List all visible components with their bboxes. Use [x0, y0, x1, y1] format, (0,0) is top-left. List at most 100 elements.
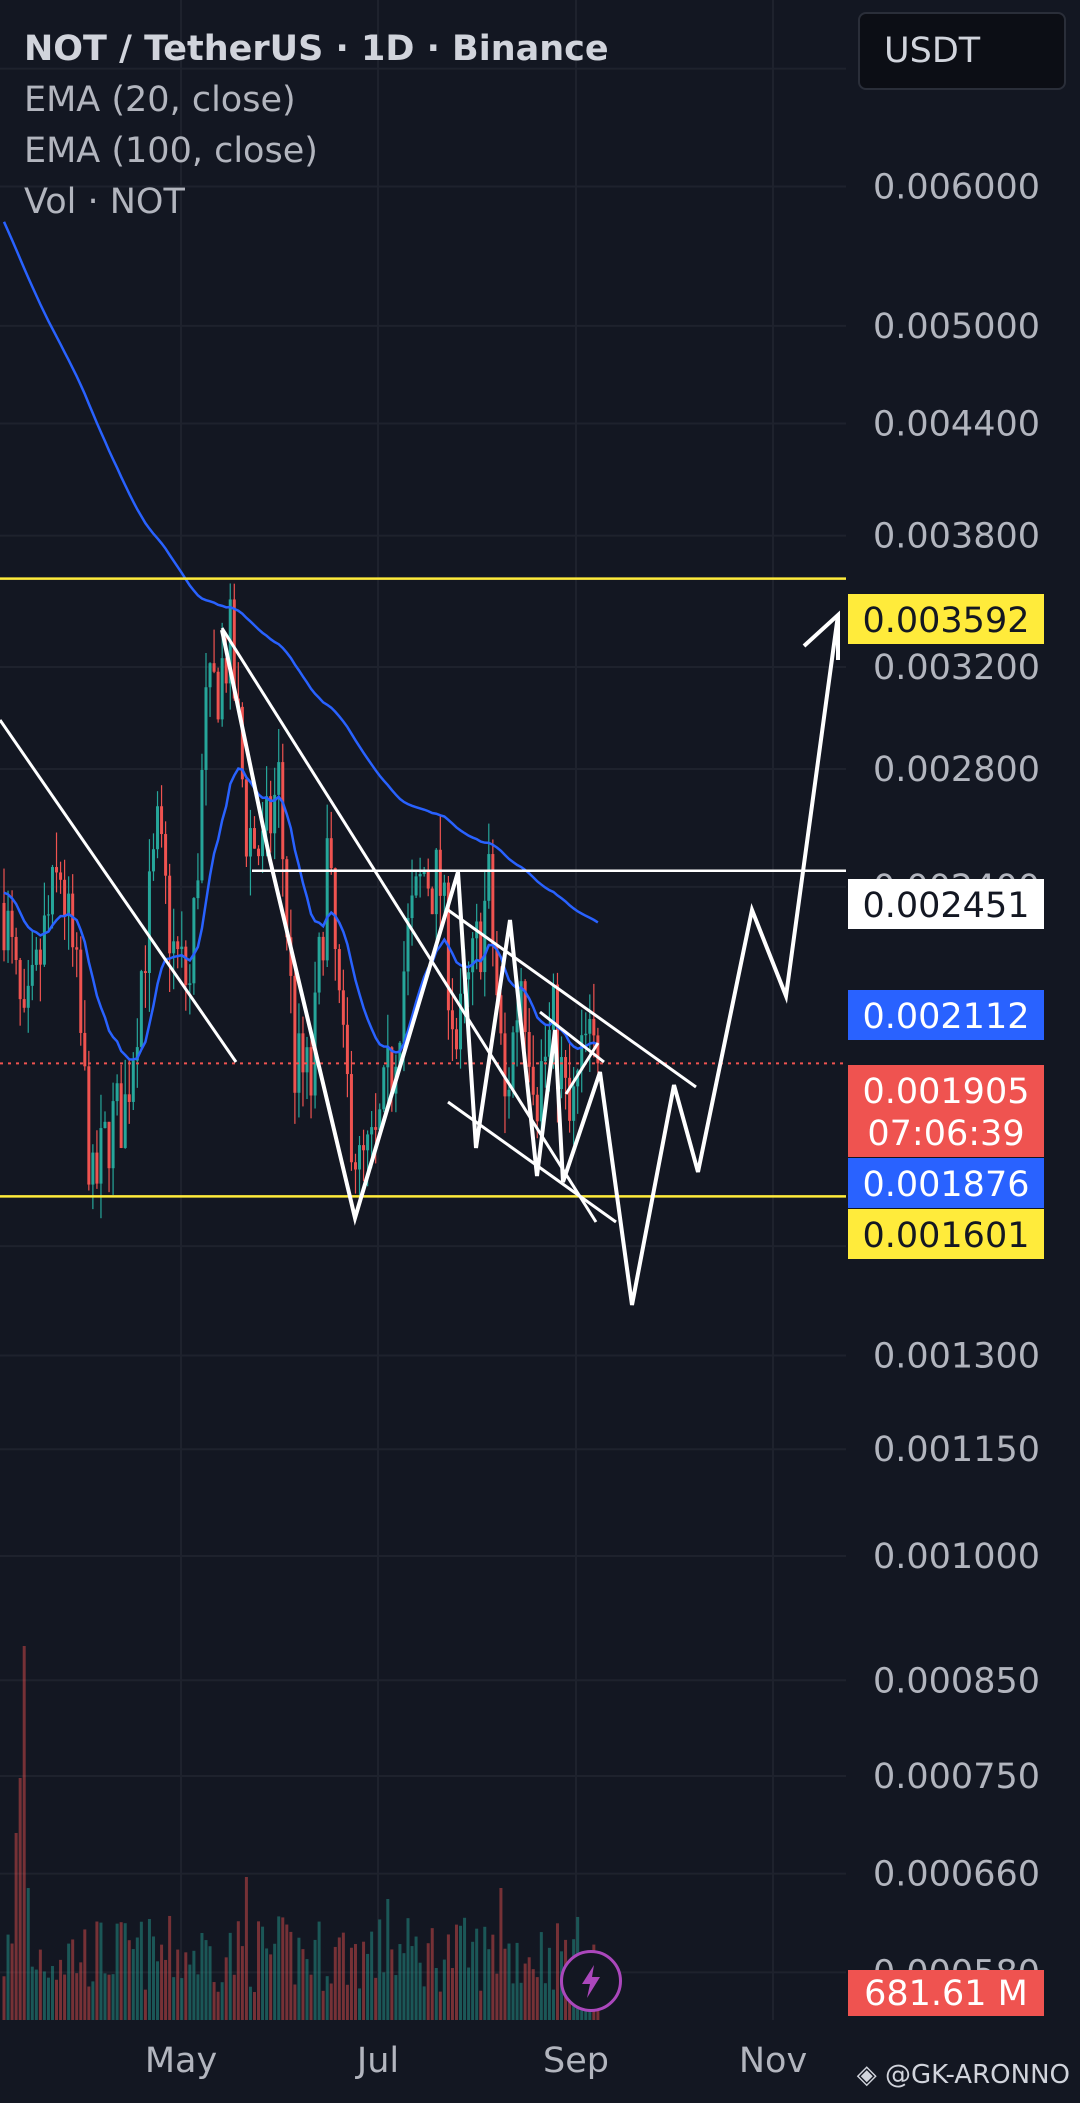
ema100-line — [2, 221, 599, 924]
candle-body — [160, 806, 164, 835]
volume-bar — [446, 1934, 450, 2020]
volume-bar — [135, 1937, 139, 2020]
chart-legend: NOT / TetherUS · 1D · Binance EMA (20, c… — [24, 24, 609, 228]
volume-bar — [252, 1992, 256, 2020]
price-tick-label: 0.002800 — [873, 750, 1040, 790]
candle-body — [398, 1042, 402, 1067]
candle-body — [107, 1121, 111, 1169]
volume-bar — [160, 1944, 164, 2020]
candle-body — [156, 806, 160, 850]
volume-bar — [236, 1921, 240, 2020]
time-axis[interactable]: May Jul Sep Nov — [145, 2041, 807, 2081]
volume-bar — [471, 1941, 475, 2020]
candle-body — [18, 960, 22, 1000]
volume-bar — [180, 1978, 184, 2020]
volume-bar — [95, 1921, 99, 2020]
volume-bar — [406, 1918, 410, 2020]
candle-body — [495, 945, 499, 996]
volume-bar — [143, 1989, 147, 2020]
candle-body — [596, 1035, 600, 1064]
candle-body — [471, 938, 475, 973]
volume-bar — [147, 1919, 151, 2020]
volume-bar — [216, 1991, 220, 2020]
volume-bar — [511, 1983, 515, 2020]
candle-body — [99, 1128, 103, 1184]
volume-bar — [535, 1977, 539, 2020]
candle-body — [305, 1047, 309, 1073]
candle-body — [358, 1145, 362, 1170]
candle-body — [244, 779, 248, 857]
candle-body — [551, 984, 555, 1030]
candle-body — [349, 1074, 353, 1163]
volume-bar — [430, 1928, 434, 2020]
candle-body — [289, 937, 293, 976]
time-tick-label: May — [145, 2041, 217, 2081]
volume-bar — [358, 1988, 362, 2020]
volume-bar — [499, 1888, 503, 2020]
candle-body — [527, 1032, 531, 1067]
volume-bar — [103, 1973, 107, 2020]
price-label-ema: 0.001876 — [862, 1165, 1029, 1205]
candle-body — [402, 971, 406, 1043]
volume-bar — [418, 1962, 422, 2020]
candle-body — [588, 1018, 592, 1034]
legend-ema100[interactable]: EMA (100, close) — [24, 131, 318, 171]
volume-bar — [362, 1941, 366, 2020]
volume-bar — [127, 1940, 131, 2020]
currency-button[interactable]: USDT — [858, 12, 1066, 90]
candle-body — [362, 1145, 366, 1151]
volume-bar — [422, 1986, 426, 2020]
candle-body — [531, 1066, 535, 1095]
volume-bar — [454, 1924, 458, 2020]
volume-bar — [232, 1974, 236, 2020]
candle-body — [200, 769, 204, 881]
candle-body — [26, 985, 30, 1008]
candle-body — [301, 1033, 305, 1073]
volume-bar — [75, 1973, 79, 2020]
trend-line — [0, 719, 238, 1063]
price-tick-label: 0.000750 — [873, 1757, 1040, 1797]
volume-bar — [370, 1931, 374, 2020]
candle-body — [293, 975, 297, 1093]
volume-bar — [527, 1957, 531, 2020]
price-tick-label: 0.000850 — [873, 1661, 1040, 1701]
symbol-title[interactable]: NOT / TetherUS · 1D · Binance — [24, 29, 609, 69]
flash-button[interactable] — [560, 1950, 622, 2012]
legend-ema20[interactable]: EMA (20, close) — [24, 80, 296, 120]
volume-bar — [273, 1943, 277, 2020]
volume-bar — [168, 1915, 172, 2020]
candle-body — [329, 838, 333, 869]
volume-bar — [71, 1939, 75, 2020]
volume-bar — [261, 1926, 265, 2020]
volume-bar — [317, 1921, 321, 2020]
legend-volume[interactable]: Vol · NOT — [24, 182, 185, 222]
candle-body — [14, 936, 18, 961]
volume-bar — [63, 1974, 67, 2020]
volume-bar — [398, 1944, 402, 2020]
trend-line — [564, 1042, 600, 1095]
candle-body — [491, 854, 495, 946]
candle-body — [6, 910, 10, 951]
candle-body — [83, 1032, 87, 1067]
candle-body — [75, 947, 79, 950]
trend-line — [447, 908, 697, 1089]
candle-body — [560, 1057, 564, 1090]
price-label-bg — [848, 879, 1044, 929]
volume-bar — [353, 1944, 357, 2020]
ema-lines — [2, 221, 599, 1061]
candle-body — [265, 796, 269, 831]
candle-body — [515, 1020, 519, 1033]
volume-bar — [402, 1953, 406, 2020]
candle-body — [285, 859, 289, 938]
volume-bar — [394, 1975, 398, 2020]
candle-body — [370, 1127, 374, 1135]
candle-body — [390, 1047, 394, 1094]
volume-bar — [539, 1932, 543, 2020]
volume-bar — [547, 1947, 551, 2020]
candle-body — [143, 971, 147, 973]
volume-bar — [208, 1946, 212, 2020]
price-label-bg — [848, 1209, 1044, 1259]
candle-body — [333, 868, 337, 950]
volume-bar — [91, 1981, 95, 2020]
